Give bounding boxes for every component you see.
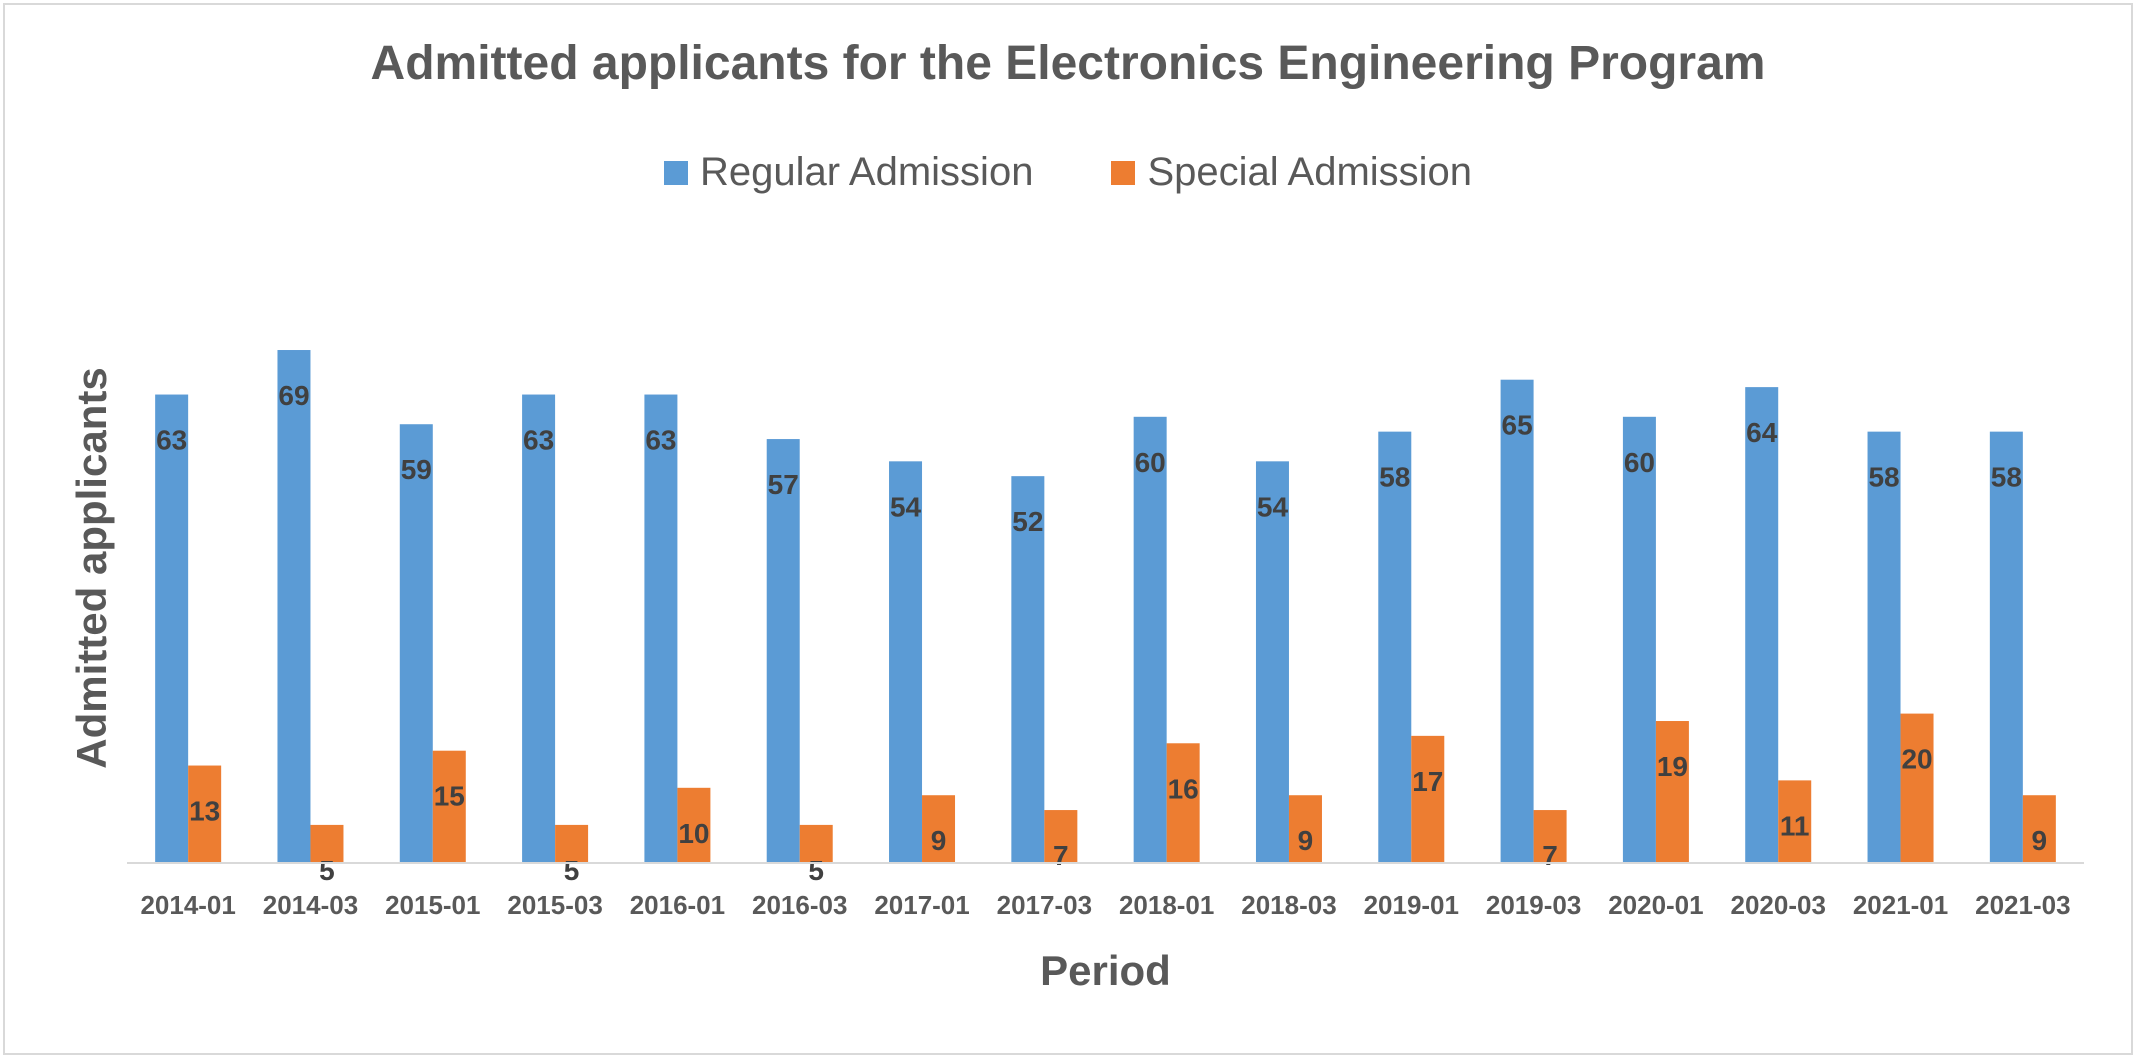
data-label-special-admission-2014-01: 13 [189, 796, 220, 827]
data-label-special-admission-2020-03: 11 [1780, 810, 1810, 841]
x-tick-label-2019-03: 2019-03 [1486, 890, 1581, 920]
data-label-regular-admission-2021-01: 58 [1868, 462, 1899, 493]
bars-group [155, 350, 2056, 862]
data-label-regular-admission-2017-01: 54 [890, 491, 922, 522]
bar-regular-admission-2017-01 [889, 461, 923, 862]
bar-special-admission-2016-01 [677, 787, 711, 862]
data-label-special-admission-2016-03: 5 [808, 855, 824, 886]
bar-regular-admission-2017-03 [1011, 476, 1045, 862]
bar-special-admission-2019-01 [1411, 735, 1445, 862]
bar-special-admission-2015-01 [432, 750, 466, 862]
legend-label-regular: Regular Admission [699, 150, 1034, 194]
data-label-special-admission-2015-03: 5 [564, 855, 580, 886]
data-label-special-admission-2017-01: 9 [931, 825, 947, 856]
data-label-special-admission-2021-01: 20 [1901, 744, 1932, 775]
data-label-special-admission-2014-03: 5 [319, 855, 335, 886]
bar-special-admission-2017-01 [922, 795, 956, 862]
data-label-regular-admission-2020-01: 60 [1624, 447, 1655, 478]
bar-special-admission-2014-03 [310, 824, 344, 862]
y-axis-title: Admitted applicants [68, 367, 115, 768]
x-tick-label-2021-01: 2021-01 [1853, 890, 1948, 920]
data-label-regular-admission-2019-01: 58 [1379, 462, 1410, 493]
data-label-regular-admission-2020-03: 64 [1746, 417, 1778, 448]
bar-regular-admission-2016-01 [644, 394, 678, 862]
bar-special-admission-2021-03 [2022, 795, 2056, 862]
data-label-special-admission-2018-01: 16 [1168, 773, 1199, 804]
bar-special-admission-2014-01 [188, 765, 222, 862]
x-tick-labels-group: 2014-01 2014-03 2015-01 2015-03 2016-01 2016-… [140, 890, 2070, 920]
bar-regular-admission-2018-01 [1133, 416, 1167, 862]
x-tick-label-2017-03: 2017-03 [997, 890, 1092, 920]
data-label-special-admission-2016-01: 10 [678, 818, 709, 849]
bar-special-admission-2018-01 [1166, 743, 1200, 862]
legend-swatch-special [1111, 160, 1136, 185]
x-tick-label-2015-01: 2015-01 [385, 890, 480, 920]
bar-special-admission-2018-03 [1288, 795, 1322, 862]
x-tick-label-2021-03: 2021-03 [1975, 890, 2070, 920]
bar-special-admission-2021-01 [1900, 713, 1934, 862]
bar-regular-admission-2015-03 [522, 394, 556, 862]
bar-special-admission-2015-03 [555, 824, 589, 862]
bar-special-admission-2020-03 [1778, 780, 1812, 862]
bar-special-admission-2017-03 [1044, 810, 1078, 862]
bar-regular-admission-2020-01 [1622, 416, 1656, 862]
data-label-regular-admission-2014-01: 63 [156, 425, 187, 456]
x-tick-label-2019-01: 2019-01 [1364, 890, 1459, 920]
data-label-regular-admission-2019-03: 65 [1502, 410, 1533, 441]
bar-regular-admission-2019-01 [1378, 431, 1412, 862]
bar-special-admission-2016-03 [799, 824, 833, 862]
chart-title: Admitted applicants for the Electronics … [370, 37, 1766, 90]
legend-swatch-regular [663, 160, 688, 185]
x-tick-label-2014-03: 2014-03 [263, 890, 358, 920]
bar-regular-admission-2019-03 [1500, 379, 1534, 862]
legend: Regular Admission Special Admission [0, 150, 2136, 195]
data-label-regular-admission-2017-03: 52 [1012, 506, 1043, 537]
bar-regular-admission-2018-03 [1255, 461, 1289, 862]
bar-regular-admission-2015-01 [399, 424, 433, 862]
bar-special-admission-2019-03 [1533, 810, 1567, 862]
data-label-regular-admission-2016-03: 57 [768, 469, 799, 500]
bar-regular-admission-2021-01 [1867, 431, 1901, 862]
data-label-special-admission-2015-01: 15 [434, 781, 465, 812]
data-label-regular-admission-2016-01: 63 [645, 425, 676, 456]
x-axis-title: Period [1040, 947, 1171, 994]
data-label-regular-admission-2014-03: 69 [278, 380, 309, 411]
data-label-special-admission-2018-03: 9 [1298, 825, 1314, 856]
bar-regular-admission-2020-03 [1745, 387, 1779, 862]
x-tick-label-2016-03: 2016-03 [752, 890, 847, 920]
data-label-special-admission-2021-03: 9 [2032, 825, 2048, 856]
data-label-regular-admission-2021-03: 58 [1991, 462, 2022, 493]
legend-item-regular: Regular Admission [663, 150, 1034, 195]
x-tick-label-2014-01: 2014-01 [140, 890, 235, 920]
bar-regular-admission-2021-03 [1989, 431, 2023, 862]
data-label-regular-admission-2015-01: 59 [401, 454, 432, 485]
bar-special-admission-2020-01 [1655, 721, 1689, 862]
data-label-special-admission-2019-01: 17 [1412, 766, 1443, 797]
legend-label-special: Special Admission [1147, 150, 1473, 194]
bar-regular-admission-2016-03 [766, 439, 800, 862]
data-label-regular-admission-2015-03: 63 [523, 425, 554, 456]
legend-item-special: Special Admission [1111, 150, 1472, 195]
x-tick-label-2016-01: 2016-01 [630, 890, 725, 920]
x-tick-label-2018-01: 2018-01 [1119, 890, 1214, 920]
data-label-special-admission-2019-03: 7 [1542, 840, 1558, 871]
x-tick-label-2015-03: 2015-03 [507, 890, 602, 920]
bar-regular-admission-2014-03 [277, 350, 311, 862]
bar-regular-admission-2014-01 [155, 394, 189, 862]
data-label-regular-admission-2018-03: 54 [1257, 491, 1289, 522]
x-tick-label-2020-03: 2020-03 [1731, 890, 1826, 920]
x-tick-label-2018-03: 2018-03 [1241, 890, 1336, 920]
data-label-special-admission-2020-01: 19 [1657, 751, 1688, 782]
data-label-special-admission-2017-03: 7 [1053, 840, 1069, 871]
x-tick-label-2017-01: 2017-01 [874, 890, 969, 920]
data-label-regular-admission-2018-01: 60 [1135, 447, 1166, 478]
x-tick-label-2020-01: 2020-01 [1608, 890, 1703, 920]
